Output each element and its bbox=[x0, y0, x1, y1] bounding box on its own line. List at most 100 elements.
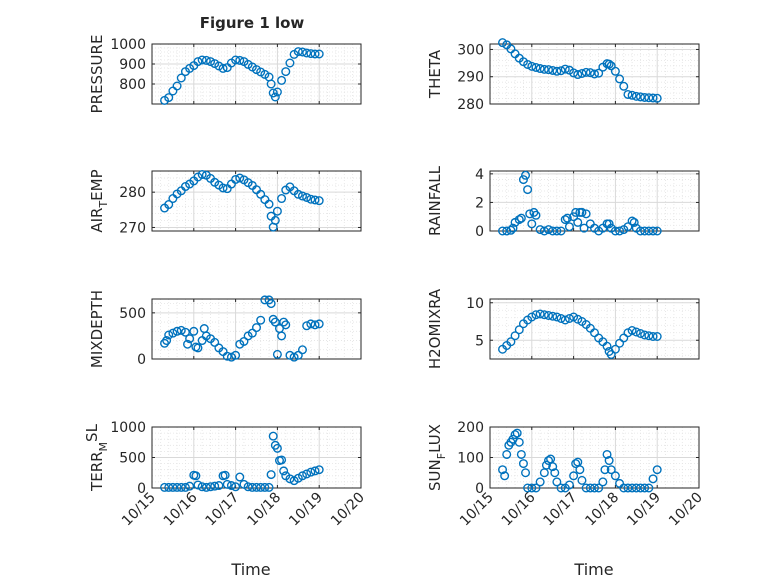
x-axis-label-left: Time bbox=[230, 560, 270, 579]
data-point bbox=[604, 59, 614, 69]
data-point bbox=[306, 194, 316, 204]
data-point bbox=[535, 309, 545, 319]
x-tick-label: 10/20 bbox=[328, 490, 368, 530]
data-point bbox=[297, 191, 307, 201]
data-point bbox=[569, 471, 579, 481]
data-point bbox=[239, 336, 249, 346]
axes-air_temp: 270 280 AIRTEMP bbox=[88, 169, 362, 236]
data-point bbox=[581, 483, 591, 493]
data-point bbox=[619, 483, 629, 493]
x-tick-label: 10/17 bbox=[203, 490, 243, 530]
y-tick-label: 0 bbox=[475, 481, 484, 497]
data-point bbox=[306, 49, 316, 59]
data-point bbox=[514, 325, 524, 335]
data-point bbox=[652, 332, 662, 342]
data-point bbox=[310, 320, 320, 330]
data-point bbox=[552, 477, 562, 487]
x-tick-label: 10/18 bbox=[244, 490, 284, 530]
data-point bbox=[644, 483, 654, 493]
data-point bbox=[193, 57, 203, 67]
data-point bbox=[272, 206, 282, 216]
data-point bbox=[623, 483, 633, 493]
y-tick-label: 0 bbox=[475, 224, 484, 240]
data-point bbox=[314, 319, 324, 329]
data-point bbox=[506, 337, 516, 347]
data-point bbox=[176, 482, 186, 492]
data-point bbox=[535, 64, 545, 74]
data-point bbox=[640, 226, 650, 236]
axes-h2omixra: 5 10 H2OMIXRA bbox=[426, 288, 700, 369]
data-point bbox=[297, 47, 307, 57]
data-point bbox=[251, 482, 261, 492]
y-axis-label: PRESSURE bbox=[88, 35, 106, 114]
data-point bbox=[226, 352, 236, 362]
data-point bbox=[544, 456, 554, 466]
data-point bbox=[502, 449, 512, 459]
data-point bbox=[510, 430, 520, 440]
data-point bbox=[590, 69, 600, 79]
data-point bbox=[197, 170, 207, 180]
data-point bbox=[527, 61, 537, 71]
data-point bbox=[523, 483, 533, 493]
data-point bbox=[226, 481, 236, 491]
data-point bbox=[297, 471, 307, 481]
data-point bbox=[193, 480, 203, 490]
plot-area bbox=[151, 170, 362, 232]
y-tick-label: 2 bbox=[475, 195, 484, 211]
data-point bbox=[297, 345, 307, 355]
data-point bbox=[172, 81, 182, 91]
data-point bbox=[556, 66, 566, 76]
data-point bbox=[552, 312, 562, 322]
data-point bbox=[498, 226, 508, 236]
x-tick-label: 10/18 bbox=[582, 490, 622, 530]
data-point bbox=[314, 49, 324, 59]
data-point bbox=[314, 465, 324, 475]
data-point bbox=[602, 341, 612, 351]
data-point bbox=[210, 337, 220, 347]
data-point bbox=[176, 73, 186, 83]
data-point bbox=[235, 55, 245, 65]
data-point bbox=[302, 48, 312, 58]
y-axis-label: AIRTEMP bbox=[88, 169, 110, 232]
x-tick-label: 10/19 bbox=[286, 490, 326, 530]
data-point bbox=[168, 482, 178, 492]
data-point bbox=[635, 226, 645, 236]
data-point bbox=[285, 474, 295, 484]
data-point bbox=[310, 466, 320, 476]
y-axis-label: SUNFLUX bbox=[426, 424, 448, 491]
data-point bbox=[548, 226, 558, 236]
data-point bbox=[231, 350, 241, 360]
data-point bbox=[235, 173, 245, 183]
figure-title: Figure 1 low bbox=[200, 14, 305, 32]
data-point bbox=[256, 315, 266, 325]
data-point bbox=[172, 482, 182, 492]
x-tick-label: 10/20 bbox=[666, 490, 706, 530]
data-point bbox=[539, 64, 549, 74]
data-point bbox=[251, 323, 261, 333]
data-point bbox=[652, 465, 662, 475]
data-point bbox=[535, 225, 545, 235]
data-point bbox=[648, 474, 658, 484]
axes-frame bbox=[489, 43, 700, 105]
data-point bbox=[231, 55, 241, 65]
axes-mixdepth: 0 500 MIXDEPTH bbox=[88, 290, 362, 368]
data-point bbox=[302, 192, 312, 202]
data-point bbox=[552, 226, 562, 236]
data-point bbox=[627, 326, 637, 336]
data-point bbox=[623, 89, 633, 99]
data-point bbox=[500, 471, 510, 481]
data-point bbox=[564, 314, 574, 324]
data-point bbox=[172, 326, 182, 336]
data-point bbox=[514, 215, 524, 225]
data-point bbox=[518, 175, 528, 185]
data-point bbox=[594, 68, 604, 78]
data-point bbox=[560, 315, 570, 325]
data-point bbox=[531, 62, 541, 72]
data-point bbox=[598, 477, 608, 487]
data-point bbox=[206, 57, 216, 67]
axes-frame bbox=[151, 170, 362, 232]
data-point bbox=[579, 223, 589, 233]
data-point bbox=[564, 480, 574, 490]
data-point bbox=[235, 472, 245, 482]
